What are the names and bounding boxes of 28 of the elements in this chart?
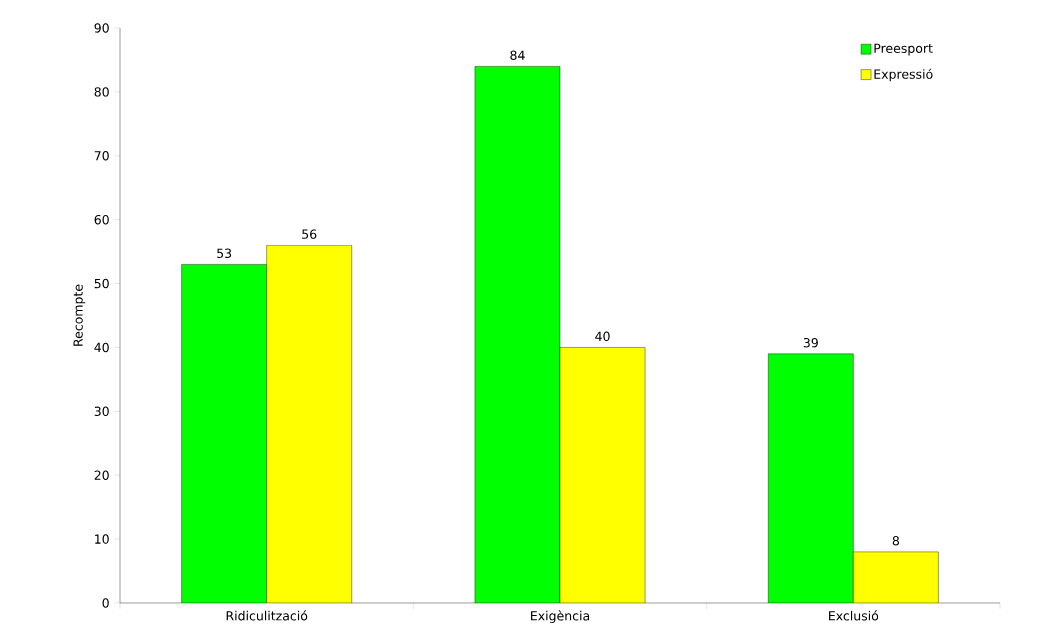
y-tick-label: 50	[94, 278, 109, 289]
y-tick-label: 30	[94, 406, 109, 417]
y-tick-label: 40	[94, 342, 109, 353]
y-tick-label: 60	[94, 214, 109, 225]
bar	[560, 347, 646, 603]
x-tick-label: Ridiculització	[226, 610, 308, 621]
x-tick-label: Exigència	[531, 610, 590, 623]
y-tick-label: 10	[95, 534, 109, 544]
data-label: 39	[803, 337, 818, 348]
y-tick-label: 80	[94, 87, 109, 97]
legend-label: Expressió	[874, 68, 933, 82]
data-label: 53	[217, 248, 232, 259]
bar	[474, 66, 561, 603]
bar	[266, 245, 352, 603]
bar	[768, 353, 854, 603]
y-tick-label: 20	[94, 470, 109, 480]
bar	[853, 551, 939, 603]
bar	[181, 264, 267, 603]
legend-label: Preesport	[874, 43, 933, 56]
x-tick-label: Exclusió	[829, 610, 879, 621]
y-tick-label: 70	[94, 151, 109, 161]
y-axis-title: Recompte	[73, 284, 86, 346]
y-tick-label: 0	[102, 598, 109, 608]
data-label: 56	[302, 229, 317, 239]
y-tick-label: 90	[94, 23, 109, 33]
data-label: 84	[510, 50, 525, 60]
data-label: 8	[892, 536, 899, 546]
data-label: 40	[595, 331, 610, 342]
